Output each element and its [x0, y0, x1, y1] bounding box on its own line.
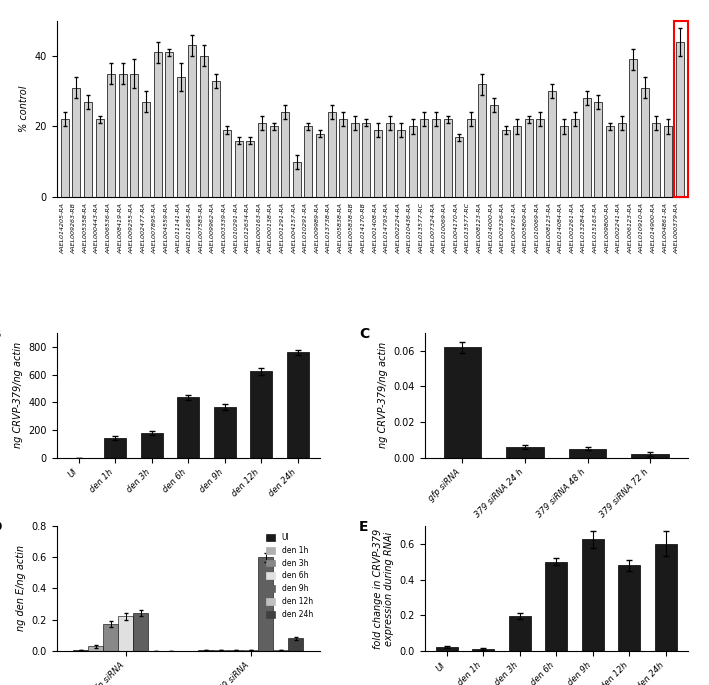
Bar	[130, 73, 138, 197]
Y-axis label: ng CRVP-379/ng actin: ng CRVP-379/ng actin	[13, 342, 23, 449]
Bar	[107, 73, 116, 197]
Bar	[154, 52, 162, 197]
Bar	[444, 347, 481, 458]
Bar	[142, 102, 150, 197]
Bar	[652, 123, 661, 197]
Bar	[569, 449, 606, 458]
Bar	[536, 119, 545, 197]
Bar	[258, 123, 266, 197]
Bar	[444, 119, 452, 197]
Bar	[525, 119, 533, 197]
Bar	[118, 616, 133, 651]
Bar	[545, 562, 567, 651]
Y-axis label: ng CRVP-379/ng actin: ng CRVP-379/ng actin	[378, 342, 388, 449]
Bar	[509, 616, 531, 651]
Text: C: C	[359, 327, 369, 340]
Bar	[189, 45, 196, 197]
Bar	[223, 130, 231, 197]
Bar	[133, 613, 148, 651]
Bar	[606, 127, 614, 197]
Bar	[250, 371, 272, 458]
Bar	[199, 650, 213, 651]
Bar	[304, 127, 313, 197]
Bar	[246, 140, 255, 197]
Bar	[501, 130, 510, 197]
Bar	[397, 130, 406, 197]
Bar	[339, 119, 347, 197]
Y-axis label: % control: % control	[19, 86, 29, 132]
Bar	[316, 134, 324, 197]
Bar	[664, 127, 672, 197]
Bar	[571, 119, 579, 197]
Bar	[455, 137, 463, 197]
Bar	[273, 650, 289, 651]
Bar	[235, 140, 243, 197]
Bar	[583, 98, 591, 197]
Text: D: D	[0, 520, 3, 534]
Bar	[293, 162, 301, 197]
Bar	[513, 127, 521, 197]
Y-axis label: ng den E/ng actin: ng den E/ng actin	[16, 545, 26, 632]
Bar	[432, 119, 440, 197]
Bar	[84, 102, 92, 197]
Bar	[632, 454, 669, 458]
Bar	[177, 397, 199, 458]
Bar	[104, 438, 126, 458]
Bar	[72, 88, 81, 197]
Bar	[506, 447, 544, 458]
Bar	[243, 650, 258, 651]
Bar	[177, 77, 185, 197]
Legend: UI, den 1h, den 3h, den 6h, den 9h, den 12h, den 24h: UI, den 1h, den 3h, den 6h, den 9h, den …	[263, 530, 316, 622]
Bar	[103, 624, 118, 651]
Bar	[269, 127, 278, 197]
Bar	[618, 565, 640, 651]
Bar	[472, 649, 494, 651]
Bar	[641, 88, 649, 197]
Bar	[490, 105, 498, 197]
Bar	[386, 123, 393, 197]
Bar	[228, 650, 243, 651]
Bar	[582, 540, 604, 651]
Bar	[119, 73, 127, 197]
Bar	[140, 434, 162, 458]
Bar	[479, 84, 486, 197]
Bar	[467, 119, 475, 197]
Bar	[618, 123, 625, 197]
Bar	[420, 119, 428, 197]
Bar	[548, 91, 556, 197]
Bar	[258, 558, 273, 651]
Bar	[73, 650, 88, 651]
Bar	[289, 638, 303, 651]
Bar	[409, 127, 417, 197]
Bar	[96, 119, 104, 197]
Bar	[328, 112, 335, 197]
Bar	[594, 102, 603, 197]
Bar	[629, 60, 637, 197]
Bar	[676, 42, 683, 197]
Bar	[61, 119, 69, 197]
Text: B: B	[0, 327, 1, 340]
Bar	[213, 407, 235, 458]
Bar	[362, 123, 371, 197]
Bar	[165, 52, 173, 197]
Bar	[351, 123, 359, 197]
Bar	[213, 650, 228, 651]
Bar	[88, 646, 103, 651]
Y-axis label: fold change in CRVP-379
expression during RNAi: fold change in CRVP-379 expression durin…	[372, 528, 394, 649]
Bar	[655, 544, 677, 651]
Bar	[559, 127, 568, 197]
Bar	[281, 112, 289, 197]
Bar	[436, 647, 458, 651]
Bar	[286, 352, 308, 458]
Bar	[200, 56, 208, 197]
Bar	[374, 130, 382, 197]
Bar	[211, 81, 220, 197]
Text: E: E	[359, 520, 369, 534]
